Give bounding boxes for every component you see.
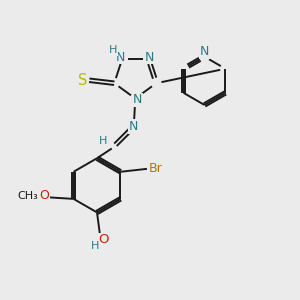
Text: H: H xyxy=(91,241,100,251)
Text: O: O xyxy=(98,233,109,246)
Text: N: N xyxy=(200,45,209,58)
Text: N: N xyxy=(145,51,154,64)
Text: H: H xyxy=(109,45,117,55)
Text: N: N xyxy=(133,93,142,106)
Text: H: H xyxy=(99,136,107,146)
Text: S: S xyxy=(78,73,88,88)
Text: Br: Br xyxy=(148,162,162,175)
Text: O: O xyxy=(39,189,49,203)
Text: N: N xyxy=(129,120,139,133)
Text: N: N xyxy=(116,51,125,64)
Text: CH₃: CH₃ xyxy=(18,191,39,201)
